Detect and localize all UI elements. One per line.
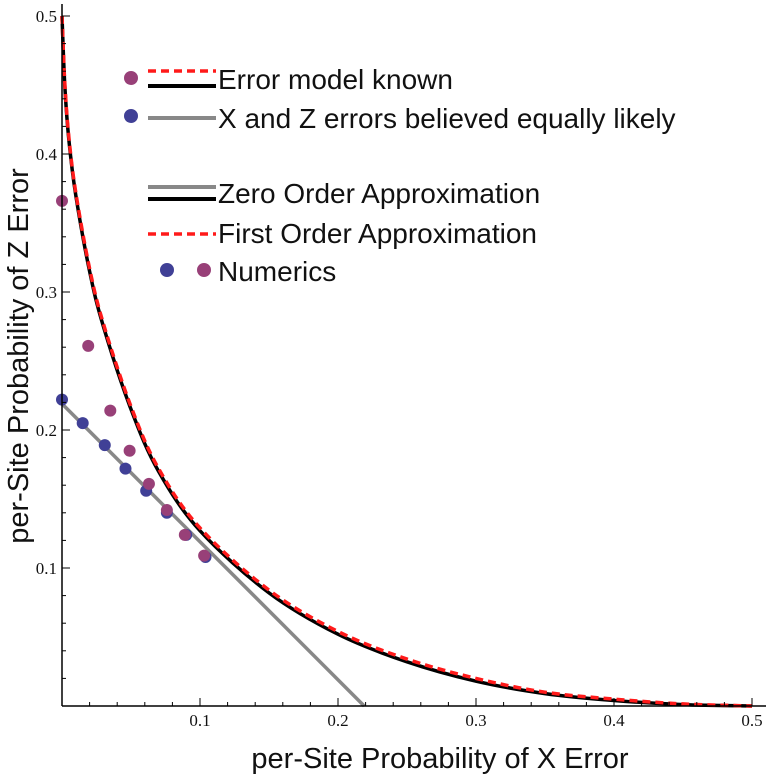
data-point-numerics-4 bbox=[160, 504, 173, 517]
legend-label-equal-belief: X and Z errors believed equally likely bbox=[218, 103, 676, 134]
data-point-numerics-3 bbox=[76, 417, 89, 430]
data-point-numerics-3 bbox=[119, 462, 132, 475]
y-tick-label: 0.5 bbox=[36, 7, 57, 26]
y-axis-title: per-Site Probability of Z Error bbox=[3, 168, 35, 544]
x-tick-label: 0.4 bbox=[603, 711, 625, 730]
data-point-numerics-4 bbox=[82, 339, 95, 352]
legend: Error model known X and Z errors believe… bbox=[124, 64, 676, 287]
legend-marker-purple bbox=[124, 71, 138, 85]
legend-label-error-model-known: Error model known bbox=[218, 64, 453, 95]
data-point-numerics-4 bbox=[178, 528, 191, 541]
data-point-numerics-4 bbox=[142, 477, 155, 490]
y-tick-label: 0.2 bbox=[36, 421, 57, 440]
legend-label-first-order: First Order Approximation bbox=[218, 218, 537, 249]
series-line-first-order-approximation bbox=[60, 15, 753, 708]
x-tick-label: 0.5 bbox=[741, 711, 762, 730]
data-point-numerics-4 bbox=[198, 549, 211, 562]
y-tick-label: 0.4 bbox=[36, 145, 58, 164]
legend-label-zero-order: Zero Order Approximation bbox=[218, 178, 540, 209]
y-tick-label: 0.3 bbox=[36, 283, 57, 302]
plot-area bbox=[56, 15, 753, 708]
legend-marker-blue bbox=[124, 109, 138, 123]
series-line-x-and-z-errors-believed-equally-likely bbox=[60, 402, 366, 708]
x-tick-label: 0.3 bbox=[465, 711, 486, 730]
x-axis-title: per-Site Probability of X Error bbox=[251, 743, 628, 774]
x-tick-label: 0.1 bbox=[189, 711, 210, 730]
legend-label-numerics: Numerics bbox=[218, 256, 336, 287]
data-point-numerics-3 bbox=[98, 439, 111, 452]
y-tick-label: 0.1 bbox=[36, 559, 57, 578]
x-tick-label: 0.2 bbox=[327, 711, 348, 730]
data-point-numerics-4 bbox=[123, 444, 136, 457]
legend-marker-numerics-blue bbox=[160, 263, 174, 277]
legend-marker-numerics-purple bbox=[197, 263, 211, 277]
axes: 0.1 0.2 0.3 0.4 0.5 0.1 0.2 0.3 0.4 0.5 per-Site P… bbox=[3, 4, 766, 774]
data-point-numerics-4 bbox=[104, 404, 117, 417]
